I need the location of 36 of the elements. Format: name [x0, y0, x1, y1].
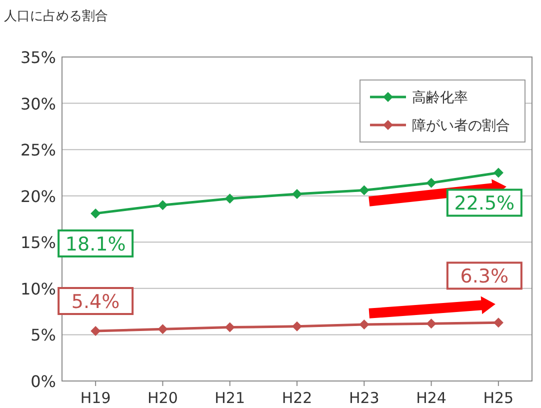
- point: [292, 321, 302, 332]
- point: [292, 189, 302, 200]
- x-tick-label: H23: [348, 389, 380, 407]
- point: [224, 194, 235, 204]
- y-axis-title: 人口に占める割合: [4, 9, 108, 24]
- point: [158, 324, 168, 334]
- annotation: 18.1%: [65, 233, 126, 256]
- y-tick-label: 35%: [20, 48, 56, 67]
- y-tick-label: 20%: [20, 186, 56, 206]
- x-tick-label: H21: [214, 389, 246, 407]
- y-tick-label: 30%: [20, 94, 56, 114]
- x-tick-label: H19: [80, 389, 111, 407]
- point: [426, 178, 436, 188]
- y-tick-label: 15%: [20, 233, 56, 252]
- point: [90, 326, 101, 336]
- point: [90, 208, 101, 218]
- legend-label: 高齢化率: [412, 90, 468, 106]
- y-tick-label: 25%: [20, 140, 56, 160]
- x-tick-label: H22: [282, 389, 312, 407]
- x-tick-label: H20: [148, 389, 178, 407]
- y-tick-label: 10%: [20, 279, 56, 298]
- annotation: 5.4%: [71, 291, 120, 314]
- point: [426, 318, 436, 329]
- point: [359, 320, 370, 330]
- y-tick-label: 0%: [30, 372, 56, 391]
- y-tick-label: 5%: [30, 326, 56, 345]
- point: [158, 200, 168, 210]
- point: [359, 185, 370, 196]
- legend-label: 障がい者の割合: [412, 118, 510, 134]
- x-tick-label: H24: [416, 389, 446, 407]
- annotation: 22.5%: [454, 192, 515, 215]
- x-tick-label: H25: [483, 389, 514, 407]
- point: [224, 322, 235, 332]
- point: [493, 318, 504, 328]
- point: [493, 168, 504, 178]
- annotation: 6.3%: [460, 266, 509, 288]
